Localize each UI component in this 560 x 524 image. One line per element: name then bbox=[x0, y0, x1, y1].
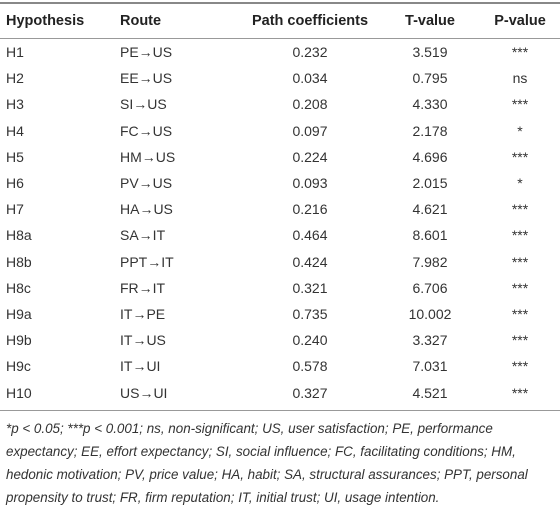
table-cell: H8b bbox=[6, 253, 32, 270]
table-cell: 4.621 bbox=[412, 201, 448, 218]
table-cell: 2.178 bbox=[412, 122, 448, 139]
table-cell: 3.327 bbox=[412, 332, 448, 349]
table-cell: PE→US bbox=[120, 44, 173, 61]
table-row: H3 SI→US 0.208 4.330 *** bbox=[0, 91, 560, 117]
table-row: H1 PE→US 0.232 3.519 *** bbox=[0, 39, 560, 66]
header-cell: P-value bbox=[480, 3, 560, 39]
table-cell: H5 bbox=[6, 148, 24, 165]
table-cell: FR→IT bbox=[120, 279, 166, 296]
table-cell: 0.232 bbox=[292, 44, 328, 61]
table-cell: H9c bbox=[6, 358, 31, 375]
table-cell: *** bbox=[480, 379, 560, 411]
table-cell: *** bbox=[511, 305, 529, 322]
table-cell: 0.578 bbox=[292, 358, 328, 375]
table-header: Hypothesis Route Path coefficients T-value P… bbox=[0, 3, 560, 39]
table-cell: * bbox=[517, 122, 523, 139]
table-cell: H6 bbox=[6, 175, 24, 192]
table-cell: HM→US bbox=[120, 148, 176, 165]
table-cell: 0.464 bbox=[292, 227, 328, 244]
table-cell: 7.982 bbox=[412, 253, 448, 270]
table-cell: 2.015 bbox=[412, 175, 448, 192]
table-cell: ns bbox=[512, 70, 528, 87]
table-cell: US→UI bbox=[120, 379, 240, 411]
table-row: H10 US→UI 0.327 4.521 *** bbox=[0, 379, 560, 411]
table-cell: PV→US bbox=[120, 175, 173, 192]
table-cell: *** bbox=[511, 148, 529, 165]
table-cell: HA→US bbox=[120, 201, 173, 218]
table-row: H9c IT→UI 0.578 7.031 *** bbox=[0, 353, 560, 379]
table-cell: FC→US bbox=[120, 122, 173, 139]
footnote: *p < 0.05; ***p < 0.001; ns, non-signifi… bbox=[6, 420, 528, 505]
table-row: H9a IT→PE 0.735 10.002 *** bbox=[0, 301, 560, 327]
table-cell: IT→US bbox=[120, 332, 166, 349]
table-cell: H3 bbox=[6, 96, 24, 113]
table-row: H9b IT→US 0.240 3.327 *** bbox=[0, 327, 560, 353]
table-cell: 0.240 bbox=[292, 332, 328, 349]
table-cell: IT→PE bbox=[120, 305, 166, 322]
table-cell: *** bbox=[511, 279, 529, 296]
table-cell: *** bbox=[511, 253, 529, 270]
header-cell: Route bbox=[120, 3, 240, 39]
table-cell: 0.327 bbox=[240, 379, 380, 411]
table-cell: 10.002 bbox=[408, 305, 452, 322]
table-cell: IT→UI bbox=[120, 358, 161, 375]
table-cell: H9a bbox=[6, 305, 32, 322]
table-cell: 4.696 bbox=[412, 148, 448, 165]
table-row: H8c FR→IT 0.321 6.706 *** bbox=[0, 275, 560, 301]
table-cell: *** bbox=[511, 227, 529, 244]
table-cell: *** bbox=[511, 358, 529, 375]
results-table: Hypothesis Route Path coefficients T-value P… bbox=[0, 2, 560, 411]
table-row: H7 HA→US 0.216 4.621 *** bbox=[0, 196, 560, 222]
table-cell: 0.424 bbox=[292, 253, 328, 270]
header-row: Hypothesis Route Path coefficients T-value P… bbox=[0, 3, 560, 39]
table-cell: H7 bbox=[6, 201, 24, 218]
table-cell: 0.224 bbox=[292, 148, 328, 165]
table-cell: *** bbox=[511, 96, 529, 113]
table-cell: 0.735 bbox=[292, 305, 328, 322]
table-cell: 0.795 bbox=[412, 70, 448, 87]
table-cell: * bbox=[517, 175, 523, 192]
table-cell: H2 bbox=[6, 70, 24, 87]
table-cell: 3.519 bbox=[412, 44, 448, 61]
table-cell: 0.093 bbox=[292, 175, 328, 192]
table-cell: 4.521 bbox=[380, 379, 480, 411]
table-body: H1 PE→US 0.232 3.519 *** H2 EE→US 0.034 0.795 ns H… bbox=[0, 39, 560, 411]
table-row: H2 EE→US 0.034 0.795 ns bbox=[0, 65, 560, 91]
table-row: H5 HM→US 0.224 4.696 *** bbox=[0, 144, 560, 170]
table-cell: 0.034 bbox=[292, 70, 328, 87]
table-cell: 7.031 bbox=[412, 358, 448, 375]
table-cell: SA→IT bbox=[120, 227, 166, 244]
table-row: H8a SA→IT 0.464 8.601 *** bbox=[0, 222, 560, 248]
table-cell: SI→US bbox=[120, 96, 167, 113]
table-cell: *** bbox=[511, 332, 529, 349]
table-cell: 0.208 bbox=[292, 96, 328, 113]
table-row: H8b PPT→IT 0.424 7.982 *** bbox=[0, 249, 560, 275]
table-cell: *** bbox=[511, 44, 529, 61]
table-cell: *** bbox=[511, 201, 529, 218]
table-cell: H8c bbox=[6, 279, 31, 296]
header-cell: T-value bbox=[380, 3, 480, 39]
header-cell: Path coefficients bbox=[240, 3, 380, 39]
table-row: H4 FC→US 0.097 2.178 * bbox=[0, 118, 560, 144]
table-cell: EE→US bbox=[120, 70, 173, 87]
table-cell: H8a bbox=[6, 227, 32, 244]
table-cell: H10 bbox=[0, 379, 120, 411]
table-cell: 0.216 bbox=[292, 201, 328, 218]
table-cell: 4.330 bbox=[412, 96, 448, 113]
table-cell: H1 bbox=[6, 44, 24, 61]
table-cell: 6.706 bbox=[412, 279, 448, 296]
table-cell: 8.601 bbox=[412, 227, 448, 244]
table-cell: 0.097 bbox=[292, 122, 328, 139]
table-cell: 0.321 bbox=[292, 279, 328, 296]
table-cell: PPT→IT bbox=[120, 253, 174, 270]
header-cell: Hypothesis bbox=[0, 3, 120, 39]
table-cell: H9b bbox=[6, 332, 32, 349]
table-row: H6 PV→US 0.093 2.015 * bbox=[0, 170, 560, 196]
table-cell: H4 bbox=[6, 122, 24, 139]
